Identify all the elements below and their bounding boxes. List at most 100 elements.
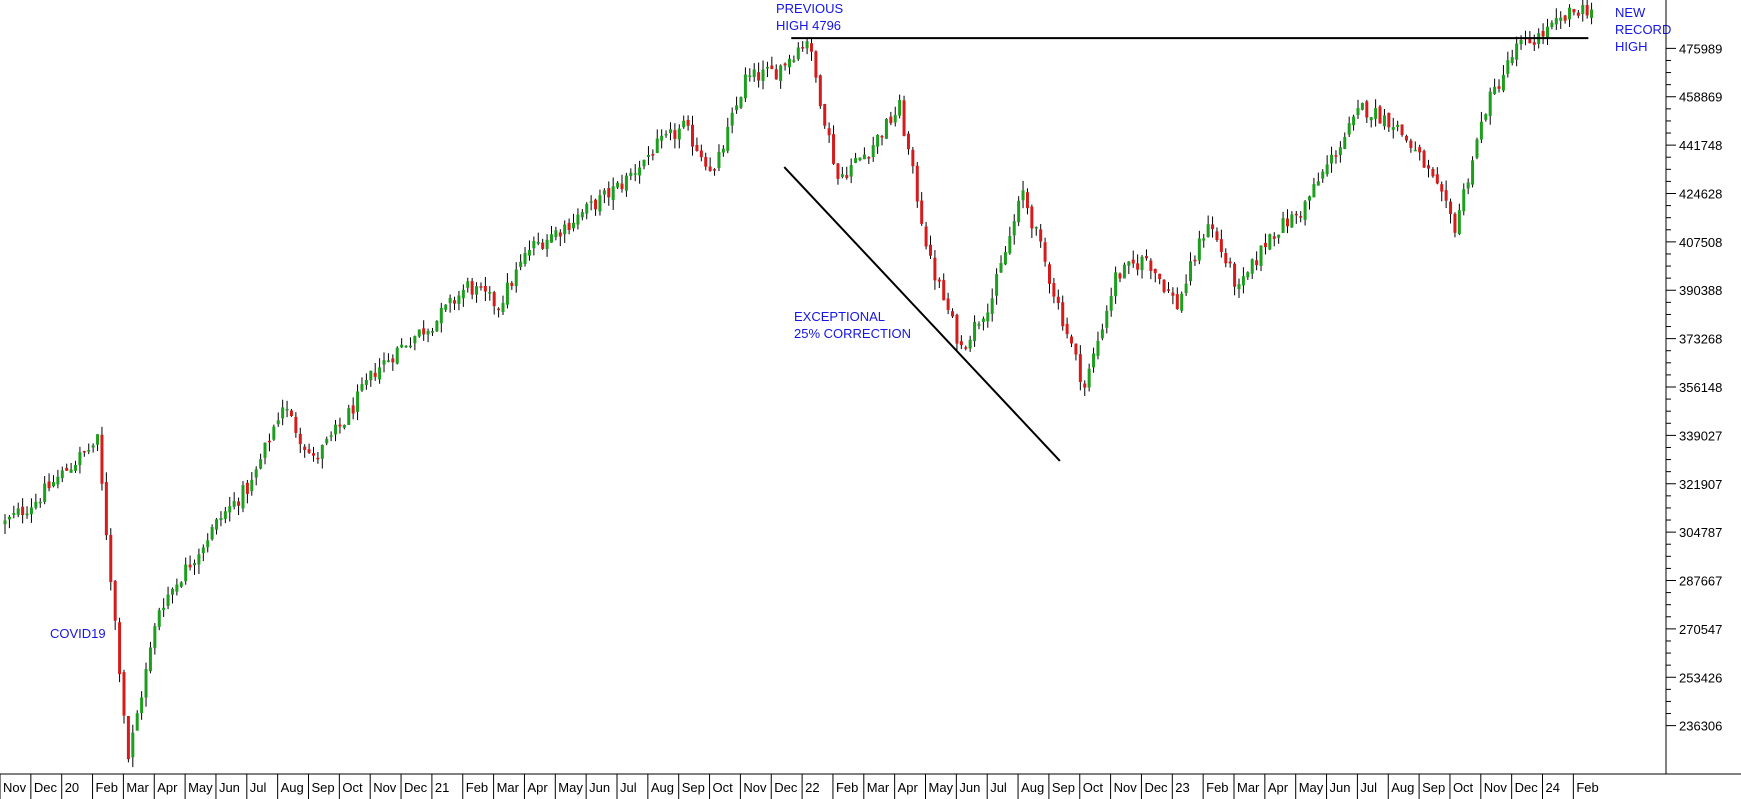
candle-body xyxy=(378,367,382,380)
candle-body xyxy=(1488,91,1492,116)
candle-body xyxy=(237,501,241,506)
candle-body xyxy=(1572,9,1576,13)
candle xyxy=(1237,278,1241,299)
candle-body xyxy=(184,564,188,582)
candle xyxy=(1334,150,1338,164)
candle-body xyxy=(633,173,637,175)
x-tick-label: Apr xyxy=(1268,780,1289,795)
x-tick-label: Jun xyxy=(589,780,610,795)
candle xyxy=(281,399,285,426)
candle-body xyxy=(1581,5,1585,14)
candle-body xyxy=(1475,139,1479,158)
candle-body xyxy=(1030,206,1034,229)
x-tick-label: Oct xyxy=(1083,780,1104,795)
candle xyxy=(60,466,64,483)
x-tick-label: Oct xyxy=(713,780,734,795)
x-tick-label: Nov xyxy=(3,780,27,795)
candle xyxy=(272,424,276,441)
candle-body xyxy=(876,134,880,147)
candle-body xyxy=(898,100,902,116)
candle-body xyxy=(968,339,972,349)
candle xyxy=(823,103,827,129)
candle xyxy=(1255,251,1259,271)
candle-body xyxy=(1290,214,1294,228)
candle-body xyxy=(1449,201,1453,215)
candle xyxy=(29,498,33,523)
candle xyxy=(1180,291,1184,313)
candle xyxy=(981,316,985,331)
candle xyxy=(902,95,906,137)
candle-body xyxy=(726,126,730,151)
candle-body xyxy=(668,129,672,134)
x-tick-label: Sep xyxy=(312,780,335,795)
candle xyxy=(347,404,351,426)
candle xyxy=(1457,203,1461,236)
candle xyxy=(995,268,999,305)
candle-body xyxy=(880,136,884,138)
x-tick-label: 21 xyxy=(435,780,449,795)
candle-body xyxy=(1479,121,1483,140)
candle xyxy=(611,177,615,210)
candle-body xyxy=(1259,245,1263,266)
candle xyxy=(1175,287,1179,310)
candle xyxy=(523,247,527,267)
candle-body xyxy=(906,133,910,150)
x-tick-label: Feb xyxy=(466,780,488,795)
x-tick-label: Nov xyxy=(1114,780,1138,795)
candle xyxy=(219,511,223,527)
candle-body xyxy=(87,450,91,452)
candle xyxy=(1012,214,1016,245)
candle-body xyxy=(170,588,174,595)
candle-body xyxy=(823,103,827,126)
candle-body xyxy=(536,241,540,244)
candle-body xyxy=(193,563,197,566)
candle xyxy=(717,144,721,172)
candle-body xyxy=(329,435,333,437)
candle-body xyxy=(783,63,787,66)
candle-body xyxy=(360,384,364,391)
candle-body xyxy=(1515,43,1519,60)
candle-body xyxy=(91,445,95,448)
candle xyxy=(56,469,60,489)
candle-body xyxy=(611,186,615,201)
candle-body xyxy=(862,154,866,160)
candle xyxy=(563,220,567,243)
candle xyxy=(796,42,800,61)
x-tick-label: Dec xyxy=(1144,780,1168,795)
candle-body xyxy=(312,453,315,456)
candle-body xyxy=(990,298,994,314)
candle-body xyxy=(453,300,457,304)
candle-body xyxy=(1228,261,1232,264)
candle xyxy=(620,174,624,193)
candle xyxy=(126,715,130,763)
candle xyxy=(1308,195,1312,210)
candle-body xyxy=(585,203,589,214)
candle-body xyxy=(1250,259,1254,274)
candle-body xyxy=(175,584,179,592)
candle xyxy=(197,548,201,575)
candle xyxy=(845,166,849,180)
candle-body xyxy=(122,672,126,716)
candle-body xyxy=(629,172,633,177)
candle xyxy=(1034,226,1038,236)
candle xyxy=(893,106,897,127)
candle-body xyxy=(1087,368,1091,388)
candle-body xyxy=(924,226,928,247)
candle xyxy=(3,514,7,534)
candle-body xyxy=(977,324,981,326)
candle-body xyxy=(1122,264,1126,279)
candle-body xyxy=(404,345,408,348)
candle xyxy=(629,168,633,181)
candle xyxy=(1003,246,1007,266)
candle xyxy=(342,424,346,430)
candle-body xyxy=(955,314,959,344)
candle xyxy=(391,354,395,371)
candle xyxy=(351,397,355,420)
candle-body xyxy=(153,626,157,648)
candle-body xyxy=(1206,224,1210,238)
candle xyxy=(739,96,743,110)
new-record-high-line: HIGH xyxy=(1615,39,1648,54)
candle xyxy=(1374,99,1378,127)
candle xyxy=(713,168,717,176)
candle xyxy=(1488,87,1492,125)
